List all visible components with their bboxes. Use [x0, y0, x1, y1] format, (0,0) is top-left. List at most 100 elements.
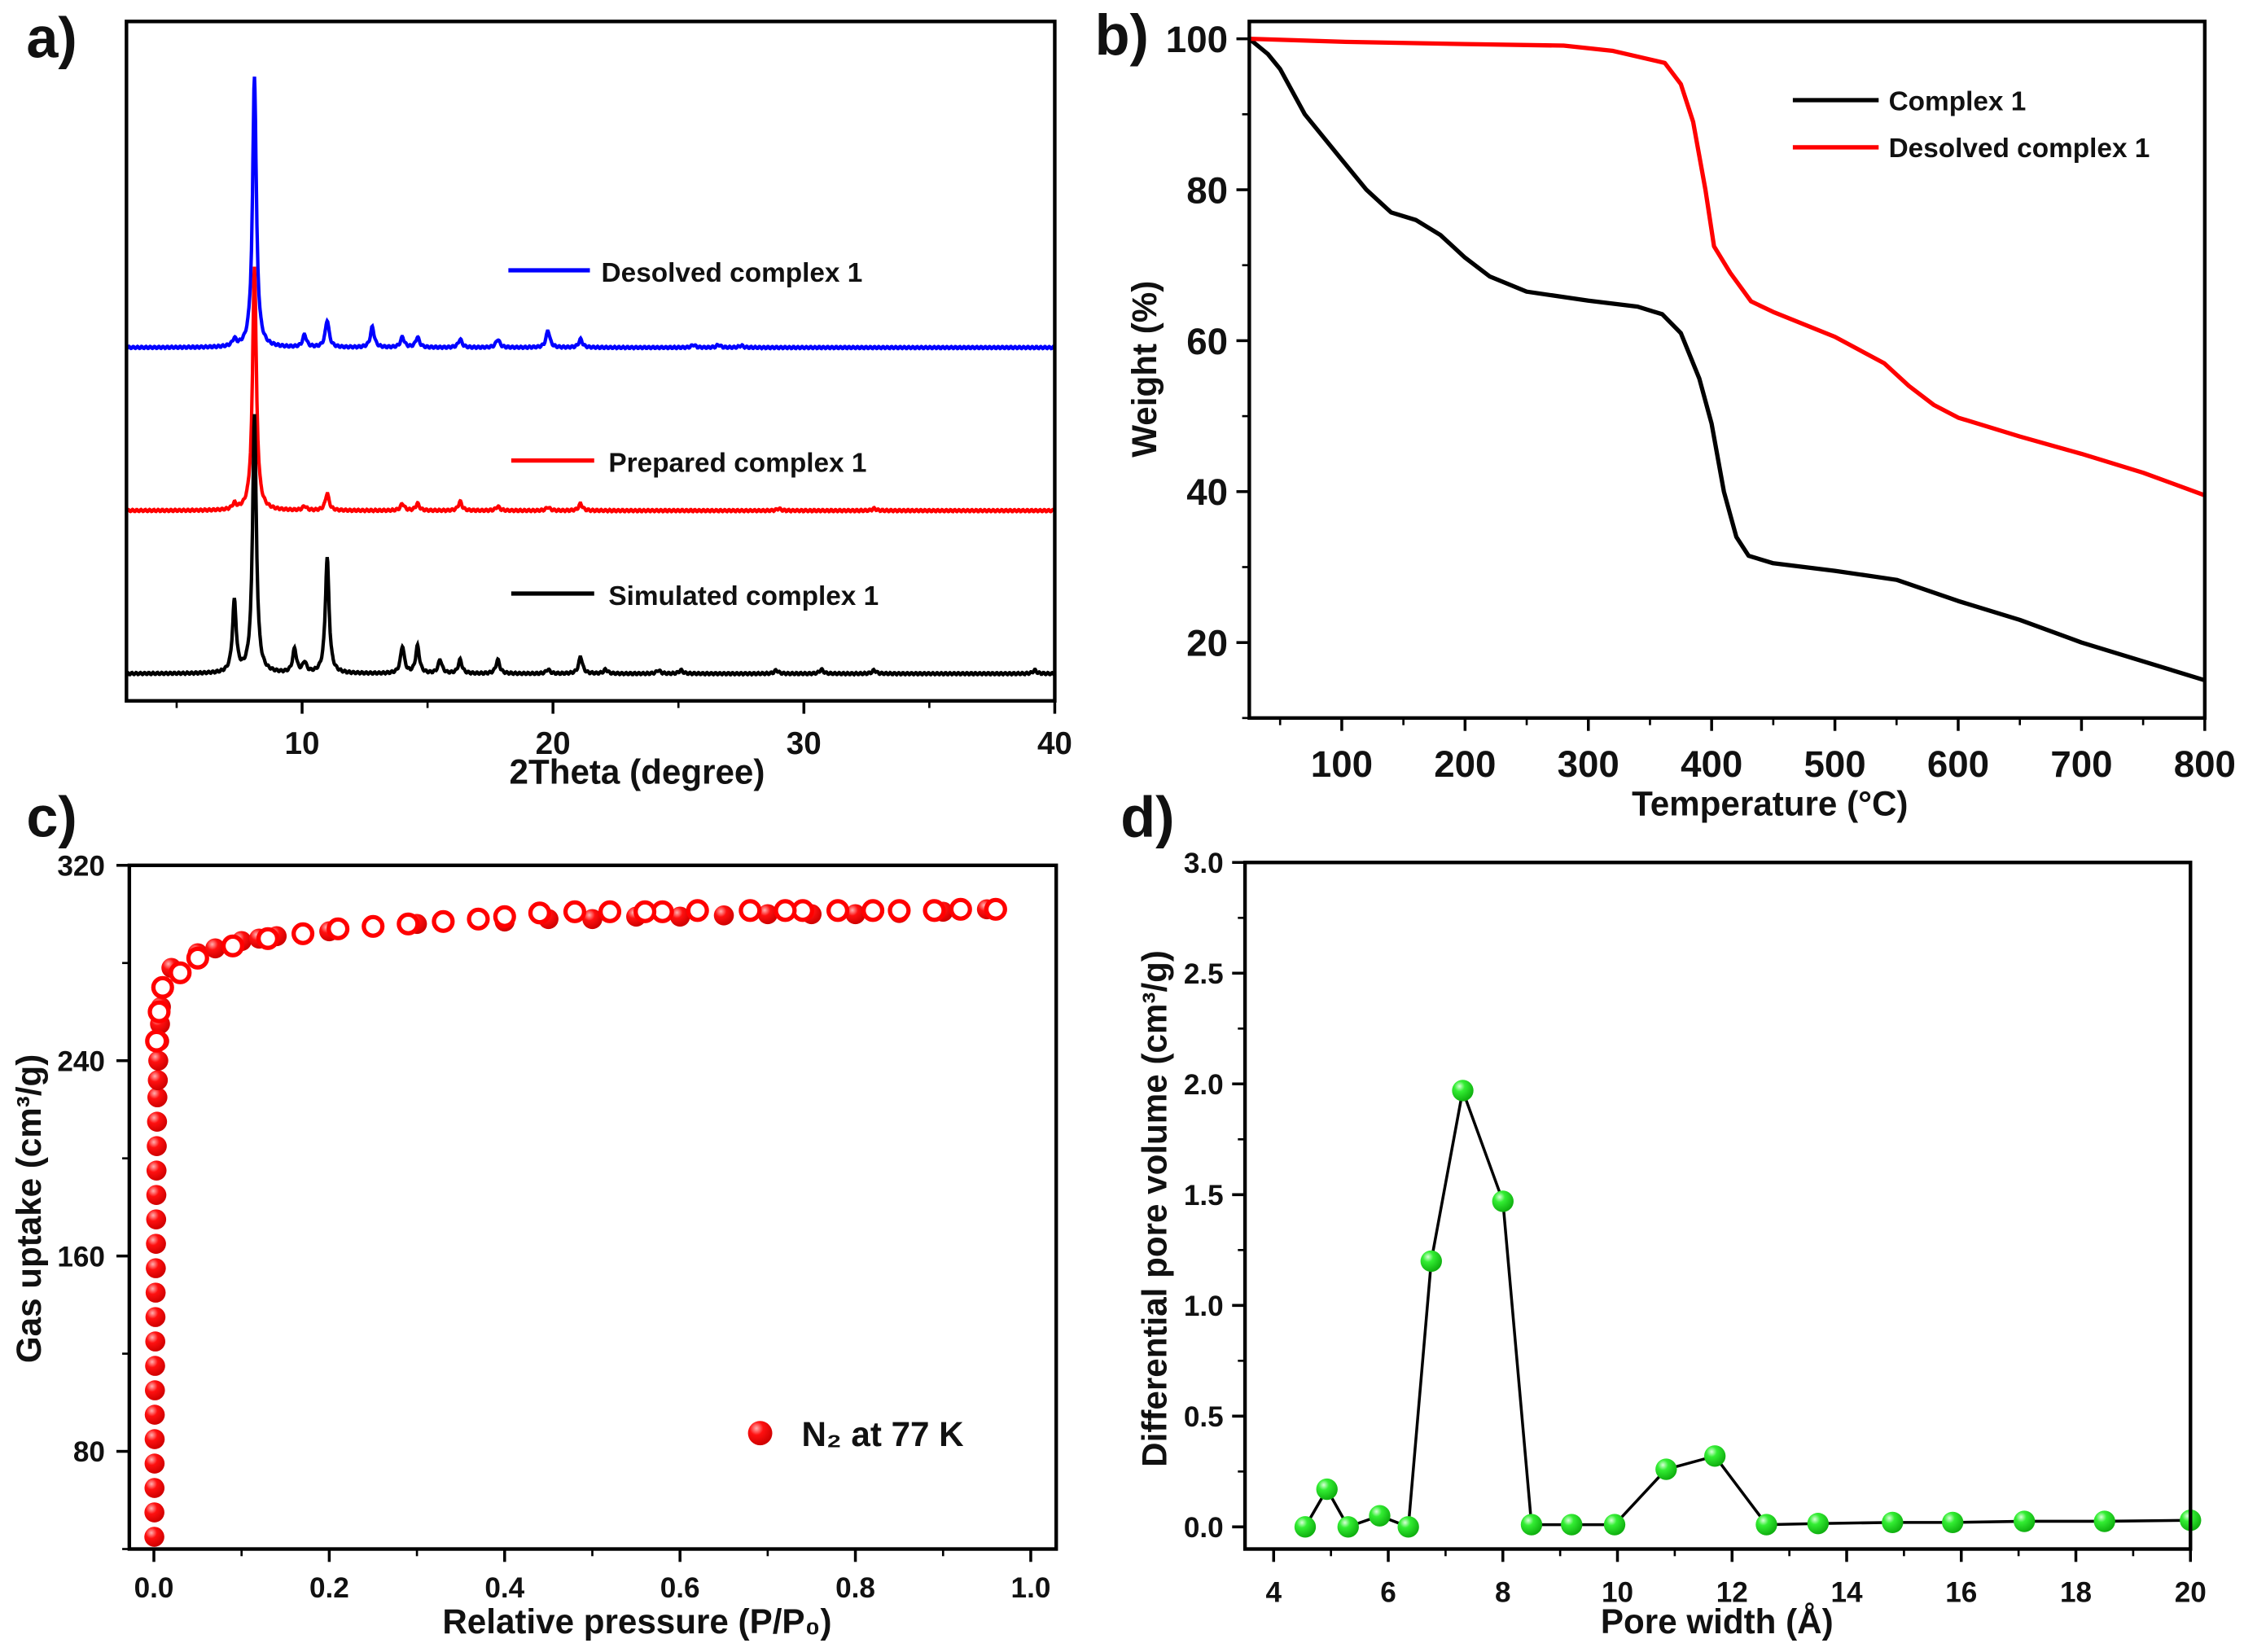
x-tick-label: 40	[1037, 726, 1072, 761]
x-tick-label: 400	[1681, 743, 1742, 785]
x-tick-label: 800	[2174, 743, 2236, 785]
data-point	[1807, 1513, 1830, 1535]
y-tick-label: 2.0	[1184, 1069, 1224, 1101]
series-line	[1249, 36, 2206, 497]
data-point-adsorption	[757, 904, 778, 925]
x-tick-label: 30	[787, 726, 822, 761]
data-point-desorption	[528, 901, 551, 925]
data-point-adsorption	[144, 1502, 164, 1523]
x-tick-label: 10	[285, 726, 320, 761]
x-tick-label: 1.0	[1011, 1572, 1051, 1604]
legend-marker	[747, 1421, 773, 1446]
y-axis-title: Gas uptake (cm³/g)	[10, 1054, 48, 1364]
data-point	[1561, 1514, 1583, 1536]
x-tick-label: 700	[2050, 743, 2112, 785]
panel-d: d) 4 6 8 10 12 14 16 18 20 0.0 0.5 1.0 1.5 2.0 2.5 3.0 Po…	[1120, 785, 2207, 1641]
data-point-adsorption	[145, 1331, 166, 1352]
data-point-desorption	[598, 900, 622, 923]
data-point-desorption	[169, 961, 192, 984]
data-point-adsorption	[146, 1258, 166, 1278]
data-point-desorption	[151, 975, 174, 999]
x-tick-label: 6	[1380, 1577, 1396, 1609]
y-tick-label: 1.0	[1184, 1290, 1224, 1322]
legend-label: Desolved complex 1	[1889, 134, 2150, 164]
data-point	[1452, 1080, 1474, 1102]
legend-label: N₂ at 77 K	[801, 1415, 964, 1453]
data-point-desorption	[633, 900, 657, 923]
y-tick-label: 40	[1186, 471, 1228, 513]
data-point-desorption	[186, 946, 209, 970]
data-point-adsorption	[144, 1527, 164, 1547]
data-point	[1520, 1514, 1543, 1536]
data-point-adsorption	[145, 1282, 166, 1303]
x-tick-label: 14	[1830, 1577, 1863, 1609]
y-tick-label: 80	[73, 1436, 105, 1468]
x-axis-title: Relative pressure (P/P₀)	[442, 1602, 831, 1641]
plot-frame	[125, 20, 1057, 703]
data-point-adsorption	[144, 1380, 165, 1400]
x-tick-label: 0.8	[835, 1572, 875, 1604]
y-tick-label: 160	[57, 1241, 105, 1273]
x-tick-label: 12	[1716, 1577, 1748, 1609]
data-point	[1755, 1514, 1777, 1536]
data-point-adsorption	[582, 909, 603, 930]
data-point	[1703, 1445, 1726, 1467]
data-point-adsorption	[145, 1356, 165, 1376]
data-point-adsorption	[845, 904, 866, 925]
data-point-desorption	[686, 899, 709, 922]
x-tick-label: 20	[2175, 1577, 2207, 1609]
x-axis-title: Pore width (Å)	[1601, 1602, 1834, 1641]
panel-label: c)	[26, 785, 77, 849]
x-tick-label: 0.6	[660, 1572, 700, 1604]
legend-label: Prepared complex 1	[608, 449, 866, 479]
x-tick-label: 20	[536, 726, 571, 761]
x-tick-label: 0.0	[134, 1572, 174, 1604]
data-point	[1420, 1250, 1442, 1273]
plot-data	[125, 77, 1056, 677]
data-point	[1294, 1516, 1317, 1538]
y-tick-label: 60	[1186, 321, 1228, 362]
x-tick-label: 0.2	[309, 1572, 349, 1604]
data-point-desorption	[327, 917, 350, 940]
data-point	[1882, 1511, 1904, 1534]
data-point-adsorption	[148, 1050, 169, 1071]
data-point-desorption	[147, 1000, 171, 1023]
data-point-adsorption	[147, 1136, 167, 1156]
data-point-adsorption	[144, 1478, 165, 1498]
panel-label: b)	[1095, 2, 1149, 67]
y-tick-label: 1.5	[1184, 1180, 1224, 1212]
data-point	[2013, 1510, 2036, 1532]
x-axis-title: Temperature (°C)	[1632, 784, 1908, 822]
series-line	[1247, 37, 2206, 683]
y-tick-label: 2.5	[1184, 958, 1224, 990]
plot-data	[1247, 36, 2206, 683]
panel-a: a) Desolved complex 1 Prepared complex 1 Si…	[26, 5, 1072, 791]
data-point-desorption	[861, 899, 885, 922]
x-tick-label: 500	[1804, 743, 1865, 785]
y-tick-label: 0.5	[1184, 1401, 1224, 1433]
data-point-desorption	[923, 899, 946, 922]
x-tick-label: 100	[1311, 743, 1373, 785]
y-tick-label: 100	[1166, 19, 1228, 60]
data-point-desorption	[397, 912, 420, 936]
x-axis-title: 2Theta (degree)	[510, 753, 765, 791]
y-axis-title: Differential pore volume (cm³/g)	[1135, 950, 1173, 1467]
series-line	[1304, 1085, 2191, 1529]
x-tick-label: 4	[1265, 1577, 1282, 1609]
x-tick-label: 200	[1434, 743, 1496, 785]
y-axis-title: Weight (%)	[1125, 281, 1164, 458]
data-point-adsorption	[146, 1160, 167, 1181]
data-point-desorption	[826, 899, 850, 922]
y-tick-label: 80	[1186, 169, 1228, 211]
panel-label: a)	[26, 5, 77, 69]
data-point-desorption	[291, 922, 315, 945]
data-point-desorption	[984, 897, 1007, 921]
data-point	[1316, 1478, 1338, 1501]
y-tick-label: 320	[57, 850, 105, 882]
data-point-adsorption	[147, 1111, 168, 1132]
data-point-desorption	[774, 899, 797, 922]
data-point	[1603, 1514, 1626, 1536]
x-tick-label: 300	[1558, 743, 1619, 785]
data-point	[1655, 1458, 1677, 1480]
data-point-desorption	[949, 897, 972, 921]
